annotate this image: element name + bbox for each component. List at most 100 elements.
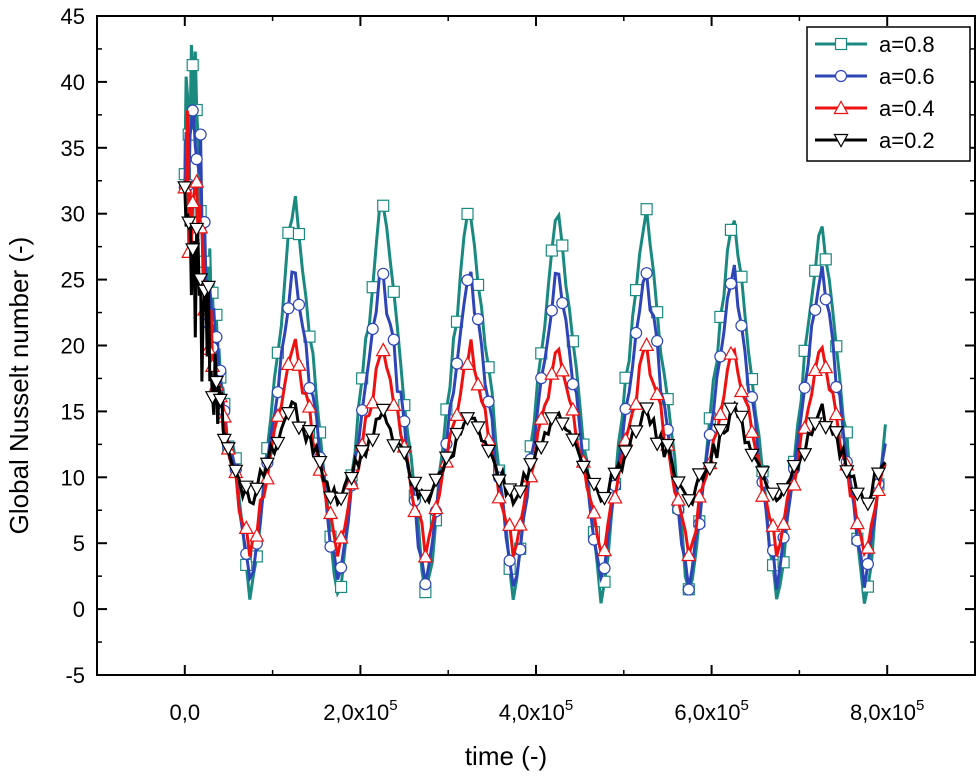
- data-point: [797, 419, 813, 434]
- y-tick-label: 20: [61, 334, 85, 359]
- data-point: [712, 406, 728, 421]
- data-point: [691, 468, 707, 483]
- data-point: [786, 476, 802, 491]
- data-point: [292, 298, 306, 311]
- data-point: [491, 474, 507, 489]
- legend-marker-a=0.2: [833, 133, 849, 148]
- data-point: [301, 398, 318, 413]
- x-tick-label: 4,0x105: [499, 697, 573, 725]
- data-point: [417, 489, 433, 504]
- data-point: [777, 556, 790, 569]
- data-point: [365, 433, 381, 448]
- legend-marker-a=0.4: [833, 100, 849, 115]
- data-point: [192, 273, 209, 288]
- data-point: [861, 557, 874, 571]
- x-tick-label: 6,0x105: [674, 697, 748, 725]
- data-point: [607, 467, 623, 482]
- data-point: [417, 548, 433, 563]
- y-tick-label: 0: [73, 597, 85, 622]
- data-point: [186, 59, 199, 72]
- data-point: [649, 386, 665, 401]
- data-point: [651, 334, 664, 348]
- data-point: [617, 445, 634, 460]
- data-point: [860, 539, 876, 554]
- data-point: [628, 395, 644, 410]
- data-point: [639, 402, 655, 417]
- data-point: [775, 515, 792, 530]
- data-point: [292, 227, 306, 241]
- data-point: [598, 575, 611, 588]
- data-point: [733, 383, 750, 398]
- data-point: [312, 455, 328, 470]
- data-point: [450, 357, 464, 370]
- data-point: [249, 527, 265, 542]
- data-point: [387, 285, 400, 298]
- data-point: [502, 483, 518, 498]
- data-point: [282, 302, 295, 315]
- data-point: [471, 313, 485, 326]
- data-point: [586, 477, 602, 492]
- data-point: [333, 529, 349, 544]
- data-point: [322, 491, 339, 506]
- series-a=0.2: [177, 181, 887, 512]
- data-point: [270, 436, 286, 451]
- data-point: [807, 362, 823, 377]
- data-point: [366, 281, 379, 294]
- data-point: [544, 412, 560, 427]
- data-point: [733, 410, 750, 425]
- data-point: [301, 425, 318, 439]
- data-point: [270, 407, 286, 422]
- data-point: [523, 458, 539, 473]
- y-tick-label: 25: [61, 268, 85, 293]
- data-point: [228, 464, 244, 479]
- data-point: [322, 505, 339, 520]
- data-point: [502, 516, 518, 531]
- data-point: [586, 504, 602, 519]
- data-point: [765, 487, 781, 502]
- data-point: [533, 441, 549, 456]
- data-point: [828, 426, 844, 441]
- y-tick-label: -5: [65, 663, 85, 688]
- data-point: [366, 322, 379, 336]
- data-point: [459, 412, 476, 427]
- data-point: [271, 346, 284, 359]
- data-point: [691, 488, 707, 503]
- data-point: [681, 547, 697, 562]
- data-point: [819, 293, 832, 306]
- data-point: [830, 340, 843, 353]
- legend-marker-a=0.6: [834, 69, 848, 83]
- data-point: [303, 381, 316, 395]
- axes-layer: -5 0 5 10 15 20 25 30 35 40 45 0,0 2,0x105 4,0x105 6,0…: [4, 4, 976, 771]
- data-point: [596, 491, 613, 506]
- data-point: [459, 356, 476, 370]
- y-tick-label: 15: [61, 399, 85, 424]
- data-point: [190, 153, 203, 166]
- data-point: [282, 226, 295, 239]
- data-point: [754, 466, 771, 481]
- data-point: [356, 404, 369, 417]
- data-point: [377, 267, 390, 280]
- data-point: [461, 274, 474, 287]
- data-point: [512, 485, 528, 500]
- data-point: [765, 517, 781, 532]
- y-tick-label: 35: [61, 136, 85, 161]
- data-point: [503, 554, 516, 567]
- data-point: [639, 337, 655, 351]
- data-point: [607, 489, 623, 504]
- data-point: [840, 426, 853, 439]
- legend-marker-a=0.8: [834, 37, 848, 51]
- data-point: [724, 277, 738, 290]
- y-tick-label: 30: [61, 202, 85, 227]
- series-layer: [177, 44, 887, 604]
- data-point: [461, 207, 474, 221]
- data-point: [554, 417, 570, 432]
- data-point: [200, 280, 217, 295]
- data-point: [849, 487, 865, 502]
- data-point: [640, 203, 653, 216]
- data-point: [185, 194, 201, 209]
- data-point: [396, 446, 412, 461]
- x-tick-label: 8,0x105: [850, 697, 924, 725]
- data-point: [208, 375, 225, 390]
- data-point: [438, 451, 455, 466]
- data-point: [238, 520, 254, 535]
